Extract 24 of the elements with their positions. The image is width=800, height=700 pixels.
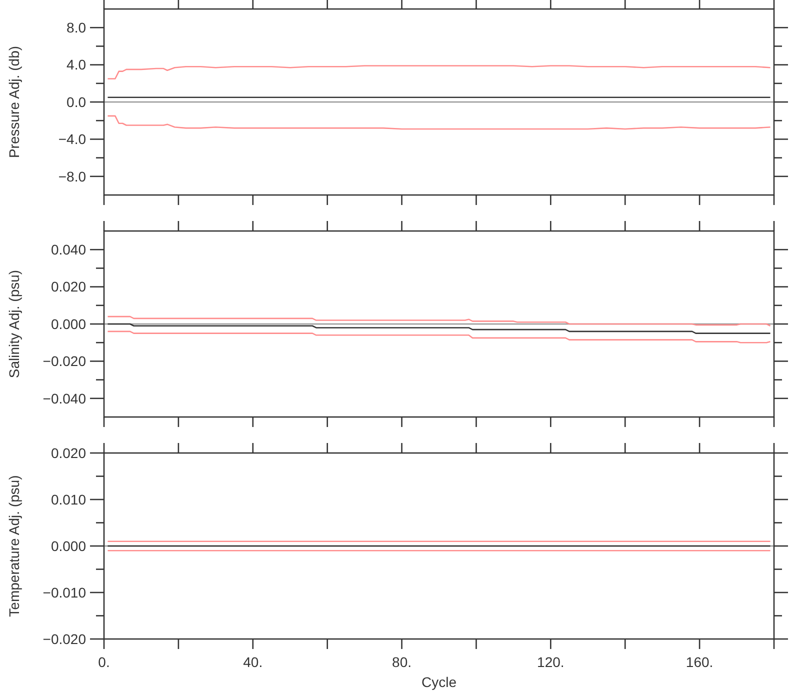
y-tick-label: 0.020	[50, 444, 86, 461]
y-tick-label: −8.0	[58, 168, 86, 184]
x-tick-label: 120.	[537, 654, 564, 670]
y-tick-label: 0.020	[50, 278, 86, 295]
y-tick-label: 0.0	[66, 94, 86, 110]
y-axis-title: Pressure Adj. (db)	[6, 46, 22, 158]
y-tick-label: 0.040	[50, 242, 86, 258]
y-tick-label: 4.0	[66, 56, 86, 73]
y-axis-title: Salinity Adj. (psu)	[6, 270, 22, 378]
y-tick-label: −4.0	[58, 131, 86, 148]
y-tick-label: 0.000	[50, 538, 86, 554]
y-tick-label: 0.000	[50, 316, 86, 332]
y-axis-title: Temperature Adj. (psu)	[6, 475, 22, 617]
x-tick-label: 0.	[98, 654, 110, 670]
y-tick-label: 8.0	[66, 20, 86, 36]
y-tick-label: −0.020	[42, 630, 86, 647]
x-tick-label: 40.	[243, 654, 263, 670]
x-tick-label: 160.	[686, 654, 714, 670]
y-tick-label: −0.020	[42, 353, 86, 370]
x-axis-title: Cycle	[421, 674, 457, 690]
y-tick-label: −0.010	[42, 584, 86, 600]
y-tick-label: 0.010	[50, 491, 86, 508]
x-tick-label: 80.	[392, 654, 412, 670]
y-tick-label: −0.040	[42, 390, 86, 406]
